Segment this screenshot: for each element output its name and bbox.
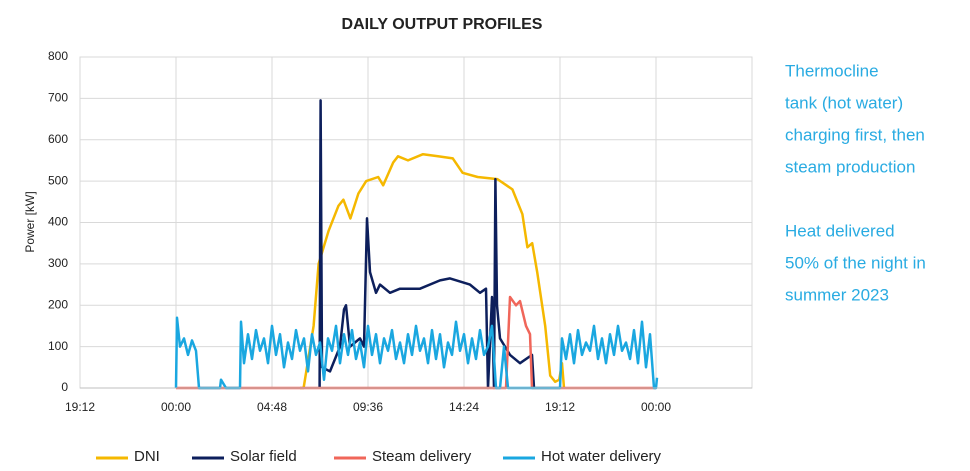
y-tick-label: 300 xyxy=(48,256,68,270)
series-line xyxy=(318,99,536,390)
y-tick-label: 100 xyxy=(48,339,68,353)
annotation: charging first, then xyxy=(785,125,925,144)
annotation: 50% of the night in xyxy=(785,253,926,272)
annotation: tank (hot water) xyxy=(785,93,903,112)
annotation: summer 2023 xyxy=(785,285,889,304)
chart-title: DAILY OUTPUT PROFILES xyxy=(342,16,543,33)
annotation: Thermocline xyxy=(785,61,879,80)
annotation: Heat delivered xyxy=(785,221,895,240)
y-tick-label: 0 xyxy=(61,380,68,394)
x-tick-label: 19:12 xyxy=(65,400,95,414)
legend-label: Solar field xyxy=(230,448,297,465)
y-tick-label: 700 xyxy=(48,91,68,105)
x-tick-label: 09:36 xyxy=(353,400,383,414)
y-tick-label: 400 xyxy=(48,215,68,229)
annotation: steam production xyxy=(785,157,915,176)
series-line xyxy=(176,295,656,390)
legend-label: Steam delivery xyxy=(372,448,472,465)
y-axis-label: Power [kW] xyxy=(23,191,37,252)
legend-label: Hot water delivery xyxy=(541,448,662,465)
series-line xyxy=(174,316,659,390)
x-tick-label: 19:12 xyxy=(545,400,575,414)
y-tick-label: 200 xyxy=(48,297,68,311)
y-tick-label: 600 xyxy=(48,132,68,146)
legend-label: DNI xyxy=(134,448,160,465)
x-tick-label: 14:24 xyxy=(449,400,479,414)
x-tick-label: 00:00 xyxy=(161,400,191,414)
x-tick-label: 00:00 xyxy=(641,400,671,414)
y-tick-label: 500 xyxy=(48,173,68,187)
series-line xyxy=(300,152,566,390)
y-tick-label: 800 xyxy=(48,49,68,63)
x-tick-label: 04:48 xyxy=(257,400,287,414)
